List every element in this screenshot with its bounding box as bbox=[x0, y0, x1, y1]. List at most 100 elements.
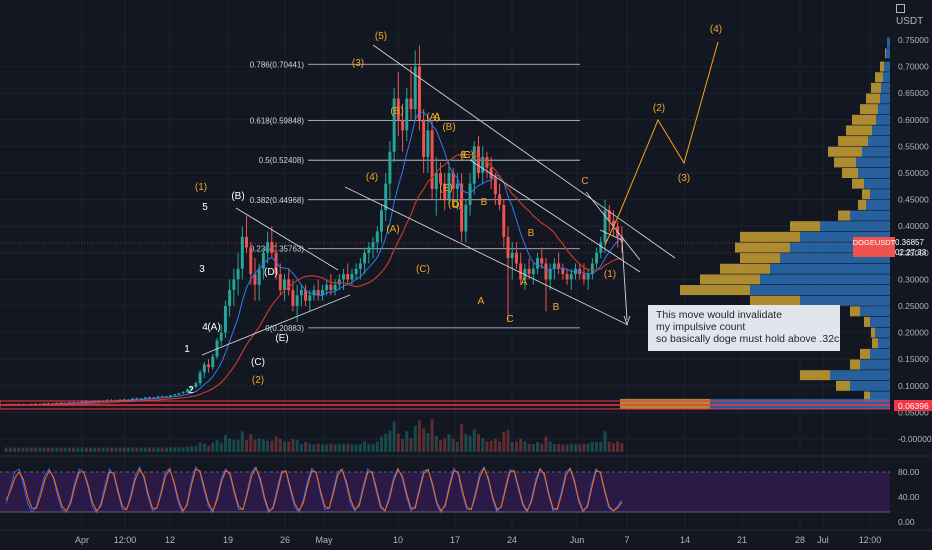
wave-label-white: 1 bbox=[184, 344, 190, 355]
candle-body bbox=[611, 220, 615, 227]
volume-profile-bar-gold bbox=[864, 316, 870, 327]
volume-bar bbox=[498, 441, 502, 452]
wave-label-orange: (D) bbox=[448, 199, 462, 210]
candle-body bbox=[245, 236, 248, 248]
wave-label-orange: (4) bbox=[366, 172, 378, 183]
fib-level-label: 0.5(0.52408) bbox=[259, 156, 305, 165]
candle-body bbox=[156, 396, 160, 398]
time-tick-label: 19 bbox=[223, 535, 233, 545]
volume-profile-bar-gold bbox=[871, 82, 881, 93]
candle-body bbox=[358, 263, 362, 269]
volume-bar bbox=[160, 447, 164, 452]
volume-profile-bar-gold bbox=[790, 221, 820, 232]
volume-profile-bar-gold bbox=[740, 253, 780, 264]
candle-body bbox=[502, 204, 506, 237]
volume-profile-bar-gold bbox=[836, 380, 850, 391]
candle-body bbox=[169, 395, 173, 397]
volume-bar bbox=[434, 436, 438, 452]
volume-bar bbox=[325, 444, 329, 452]
volume-bar bbox=[582, 443, 586, 452]
annotation-line-3: so basically doge must hold above .32c bbox=[656, 333, 840, 345]
candle-body bbox=[329, 284, 333, 291]
projection-line bbox=[604, 41, 719, 246]
candle-body bbox=[599, 242, 603, 253]
volume-bar bbox=[185, 446, 189, 452]
trend-line bbox=[344, 186, 629, 326]
candle-body bbox=[460, 183, 464, 232]
price-tick-label: 0.10000 bbox=[898, 381, 929, 391]
volume-bar bbox=[603, 431, 607, 452]
price-tick-label: 0.60000 bbox=[898, 115, 929, 125]
volume-profile-bar-gold bbox=[850, 359, 860, 370]
candle-body bbox=[426, 130, 430, 158]
price-tick-label: 0.75000 bbox=[898, 35, 929, 45]
volume-bar bbox=[76, 447, 80, 452]
volume-bar bbox=[413, 425, 417, 452]
price-tick-label: -0.00000 bbox=[898, 434, 932, 444]
price-axis-bg bbox=[890, 0, 932, 455]
wave-label-white: (D) bbox=[264, 267, 278, 278]
candle-body bbox=[472, 146, 476, 184]
volume-bar bbox=[245, 440, 248, 452]
volume-bar bbox=[228, 438, 232, 452]
candle-body bbox=[295, 295, 299, 306]
price-tick-label: 0.65000 bbox=[898, 88, 929, 98]
wave-label-white: 4 bbox=[202, 322, 208, 333]
volume-profile-bar-blue bbox=[870, 316, 890, 327]
volume-profile-bar-gold bbox=[720, 263, 770, 274]
time-tick-label: 14 bbox=[680, 535, 690, 545]
candle-body bbox=[536, 258, 540, 269]
candle-body bbox=[266, 242, 270, 253]
candle-body bbox=[240, 236, 244, 269]
candle-body bbox=[223, 306, 227, 333]
wave-label-orange: (C) bbox=[416, 264, 430, 275]
candle-body bbox=[519, 263, 523, 280]
candle-body bbox=[316, 290, 320, 296]
support-price-tag bbox=[894, 400, 932, 411]
volume-bar bbox=[249, 434, 253, 452]
price-tick-label: 0.40000 bbox=[898, 221, 929, 231]
volume-profile-bar-gold bbox=[842, 168, 858, 178]
candle-body bbox=[219, 332, 223, 341]
candle-body bbox=[561, 268, 565, 275]
candle-body bbox=[510, 252, 514, 259]
volume-bar bbox=[126, 447, 130, 452]
volume-bar bbox=[616, 441, 620, 452]
volume-profile-bar-blue bbox=[850, 210, 890, 221]
volume-bar bbox=[283, 441, 286, 452]
volume-profile-bar-blue bbox=[864, 178, 890, 189]
wave-label-orange: D bbox=[452, 200, 459, 211]
candle-body bbox=[443, 183, 447, 200]
volume-bar bbox=[531, 443, 535, 452]
price-tick-label: 0.45000 bbox=[898, 195, 929, 205]
candle-body bbox=[291, 290, 295, 306]
wave-label-orange: (B) bbox=[442, 122, 455, 133]
candle-body bbox=[312, 290, 316, 296]
volume-bar bbox=[536, 442, 540, 452]
candle-body bbox=[552, 263, 556, 269]
volume-bar bbox=[388, 430, 392, 452]
volume-profile-bar-blue bbox=[878, 104, 890, 115]
trend-line bbox=[201, 294, 351, 356]
volume-bar bbox=[430, 419, 434, 452]
volume-bar bbox=[443, 438, 447, 452]
candle-body bbox=[384, 183, 388, 211]
candle-body bbox=[185, 389, 189, 393]
fib-level-label: 0.236(0.35763) bbox=[250, 245, 305, 254]
volume-bar bbox=[202, 443, 206, 452]
volume-bar bbox=[67, 447, 71, 452]
candle-body bbox=[409, 98, 413, 110]
time-tick-label: Apr bbox=[75, 535, 89, 545]
candle-body bbox=[350, 274, 354, 280]
time-tick-label: 12:00 bbox=[859, 535, 882, 545]
volume-profile-bar-blue bbox=[750, 285, 890, 296]
volume-profile-bar-gold bbox=[700, 274, 760, 285]
candle-body bbox=[514, 252, 518, 264]
wave-label-orange: (A) bbox=[386, 224, 399, 235]
price-tick-label: 0.20000 bbox=[898, 328, 929, 338]
candle-body bbox=[177, 393, 181, 395]
volume-bar bbox=[375, 441, 379, 452]
volume-bar bbox=[417, 420, 421, 452]
volume-bar bbox=[278, 439, 282, 452]
